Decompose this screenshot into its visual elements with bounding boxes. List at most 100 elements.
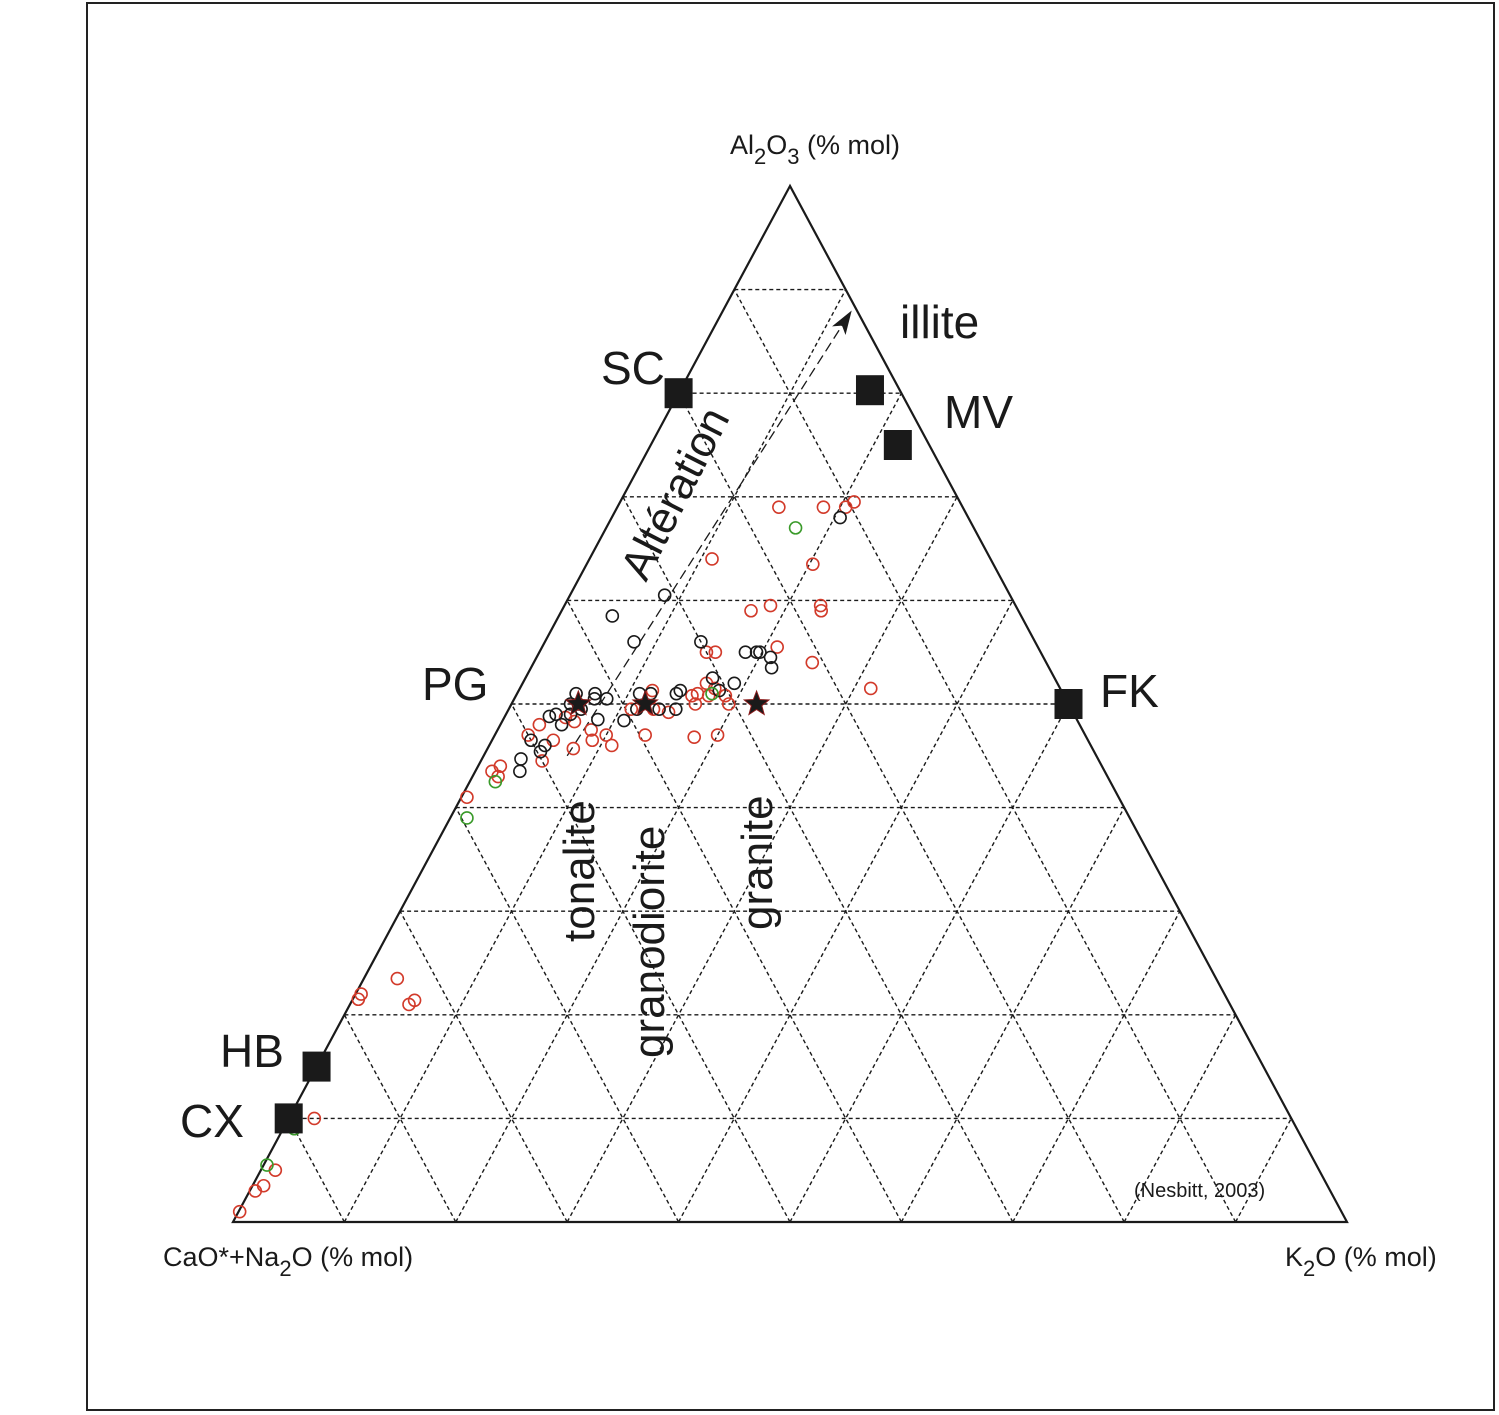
data-point-1 <box>749 645 764 660</box>
data-point-0 <box>532 717 547 732</box>
data-point-1 <box>513 764 527 779</box>
data-point-1 <box>669 686 684 701</box>
data-point-1 <box>705 671 720 685</box>
grid-line-k <box>343 289 847 1223</box>
data-point-0 <box>813 598 828 613</box>
grid-line-ca <box>343 1014 457 1223</box>
mineral-mv <box>883 430 912 460</box>
data-point-0 <box>604 738 619 753</box>
data-point-2 <box>260 1158 274 1172</box>
data-point-1 <box>549 707 563 722</box>
data-point-0 <box>307 1111 322 1126</box>
data-point-0 <box>701 688 716 703</box>
data-point-0 <box>816 500 831 514</box>
data-point-1 <box>712 683 727 698</box>
apex-label-k2o: K2O (% mol) <box>1285 1242 1437 1281</box>
label-illite: illite <box>900 296 979 348</box>
mineral-cx <box>274 1103 303 1134</box>
data-point-1 <box>542 709 557 724</box>
data-point-1 <box>753 645 767 660</box>
data-point-0 <box>567 714 582 729</box>
data-point-1 <box>694 635 708 649</box>
data-point-0 <box>699 645 714 660</box>
grid-line-k <box>789 703 1070 1223</box>
data-point-0 <box>705 552 719 566</box>
data-point-0 <box>805 655 820 670</box>
source-note: (Nesbitt, 2003) <box>1134 1180 1265 1202</box>
grid-line-ca <box>399 910 568 1223</box>
mineral-markers <box>274 375 1083 1134</box>
mineral-illite <box>855 375 884 406</box>
star-granodiorite <box>631 689 659 716</box>
data-point-2 <box>488 774 503 789</box>
data-point-0 <box>566 741 581 756</box>
data-point-1 <box>563 707 578 722</box>
label-fk: FK <box>1100 665 1159 717</box>
grid-line-ca <box>733 289 1237 1223</box>
data-point-0 <box>708 645 723 660</box>
data-point-1 <box>627 635 641 649</box>
data-point-0 <box>772 500 786 514</box>
mineral-hb <box>302 1051 331 1082</box>
grid-line-ca <box>288 1118 346 1223</box>
data-point-1 <box>833 510 847 525</box>
data-point-0 <box>585 733 600 748</box>
data-point-0 <box>685 688 699 703</box>
data-point-1 <box>514 752 528 766</box>
data-point-1 <box>738 645 753 660</box>
data-point-1 <box>657 588 672 603</box>
data-point-2 <box>460 811 474 825</box>
data-point-1 <box>673 683 688 698</box>
data-point-0 <box>863 681 878 696</box>
grid-line-ca <box>510 703 791 1223</box>
data-point-1 <box>617 713 631 728</box>
data-point-0 <box>806 557 820 571</box>
grid-line-k <box>900 807 1125 1223</box>
data-point-1 <box>599 692 614 706</box>
label-mv: MV <box>944 386 1013 438</box>
data-point-1 <box>524 733 538 748</box>
grid-line-k <box>677 600 1014 1223</box>
data-point-0 <box>232 1204 247 1219</box>
data-point-0 <box>814 603 828 618</box>
data-point-0 <box>351 992 366 1007</box>
label-tonalite: tonalite <box>555 800 604 942</box>
apex-label-cao-na2o: CaO*+Na2O (% mol) <box>163 1242 413 1281</box>
star-granite <box>742 689 771 716</box>
data-point-0 <box>763 598 778 613</box>
data-point-2 <box>788 521 803 535</box>
label-hb: HB <box>220 1025 284 1077</box>
data-point-1 <box>554 717 569 732</box>
star-tonalite <box>564 689 593 716</box>
label-cx: CX <box>180 1095 244 1147</box>
data-point-0 <box>638 728 652 742</box>
data-point-1 <box>727 676 742 691</box>
data-point-0 <box>847 495 861 509</box>
label-alteration: Altération <box>611 400 739 588</box>
grid-line-ca <box>566 600 903 1223</box>
data-point-0 <box>390 971 405 986</box>
data-point-0 <box>688 697 703 711</box>
grid-line-ca <box>455 807 680 1223</box>
rock-type-stars <box>564 689 771 716</box>
data-point-0 <box>248 1184 263 1198</box>
mineral-fk <box>1054 689 1083 719</box>
data-point-1 <box>652 702 666 716</box>
grid-line-k <box>1234 1118 1292 1223</box>
data-point-1 <box>605 609 620 623</box>
data-point-0 <box>584 723 598 737</box>
label-sc: SC <box>601 342 665 394</box>
data-point-0 <box>721 697 736 711</box>
data-point-0 <box>624 702 639 716</box>
label-granite: granite <box>733 795 782 930</box>
data-point-0 <box>460 790 474 805</box>
mineral-sc <box>664 378 693 409</box>
data-point-1 <box>764 660 779 675</box>
label-granodiorite: granodiorite <box>625 826 674 1058</box>
data-point-1 <box>763 650 778 665</box>
data-point-0 <box>535 754 549 768</box>
grid-line-k <box>566 496 958 1223</box>
data-point-1 <box>533 744 548 759</box>
grid-line-k <box>1012 910 1181 1223</box>
